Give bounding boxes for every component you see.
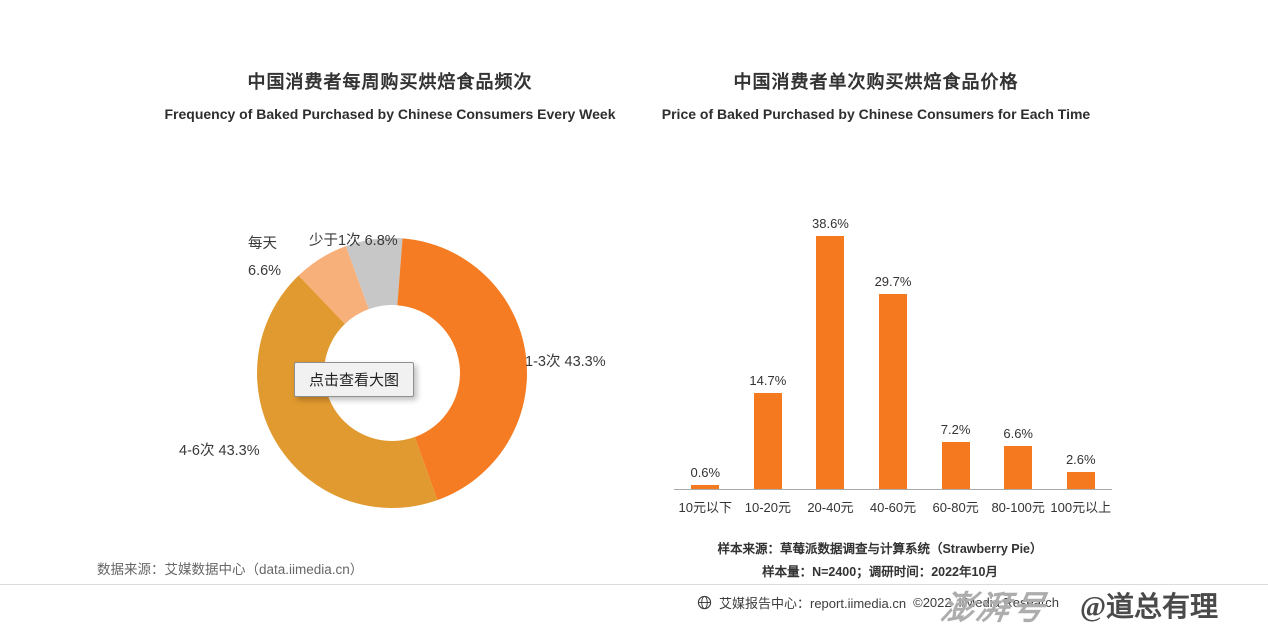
bar-value-label: 29.7% [874,274,912,289]
footer-copyright: ©2022 [913,595,952,610]
footer-divider [0,584,1268,585]
bar [1066,472,1095,489]
bar-category-label: 20-40元 [807,500,854,515]
bar-column: 38.6% [799,216,862,489]
right-chart-title-cn: 中国消费者单次购买烘焙食品价格 [733,72,1019,92]
donut-label-daily: 每天 6.6% [248,231,281,285]
right-chart-title-en: Price of Baked Purchased by Chinese Cons… [661,106,1091,122]
left-chart-titles: 中国消费者每周购买烘焙食品频次 Frequency of Baked Purch… [62,68,718,122]
bar-column: 0.6% [674,465,737,489]
donut-segment-2[interactable] [257,275,438,509]
right-chart-note-source: 样本来源：草莓派数据调查与计算系统（Strawberry Pie） [717,542,1043,556]
bar-chart-categories: 10元以下 10-20元 20-40元 40-60元 60-80元 80-100元 100元… [674,497,1112,516]
view-large-image-tooltip[interactable]: 点击查看大图 [294,362,415,397]
donut-chart[interactable] [247,228,537,518]
donut-label-daily-text: 每天 [248,236,277,252]
right-chart-titles: 中国消费者单次购买烘焙食品价格 Price of Baked Purchased… [636,68,1116,122]
globe-icon [697,595,712,610]
left-chart-title-cn: 中国消费者每周购买烘焙食品频次 [247,72,533,92]
bar-value-label: 2.6% [1065,452,1096,467]
bar-value-label: 6.6% [1003,426,1033,441]
left-chart-title-en: Frequency of Baked Purchased by Chinese … [164,106,616,122]
bar-category-label: 80-100元 [991,500,1045,515]
bar-chart: 0.6% 14.7% 38.6% 29.7% 7.2% 6.6% 2.6% [674,216,1112,490]
bar-category-label: 40-60元 [869,500,917,515]
bar-column: 7.2% [924,422,987,489]
donut-label-4-6-times: 4-6次 43.3% [179,443,260,459]
footer-brand: iiMedia Research [958,595,1060,610]
bar [879,294,908,489]
donut-segment-1[interactable] [397,238,528,501]
bar-column: 29.7% [862,274,925,489]
bar [753,393,782,489]
right-chart-note-sample: 样本量：N=2400；调研时间：2022年10月 [762,565,998,579]
bar-column: 14.7% [737,373,800,489]
bar-value-label: 14.7% [749,373,787,388]
bar-column: 6.6% [987,426,1050,489]
bar-category-label: 100元以上 [1050,500,1112,515]
bar [1004,446,1033,489]
bar-column: 2.6% [1049,452,1112,489]
footer-report-center: 艾媒报告中心：report.iimedia.cn [719,596,907,611]
donut-label-1-3-times: 1-3次 43.3% [525,354,606,370]
donut-segment-0[interactable] [345,237,403,310]
bar-value-label: 7.2% [940,422,971,437]
bar [941,442,970,489]
bar [691,485,720,489]
watermark-author: @道总有理 [1080,592,1219,623]
bar [816,236,845,489]
bar-value-label: 38.6% [812,216,849,231]
footer: 艾媒报告中心：report.iimedia.cn ©2022 iiMedia R… [697,593,1059,612]
bar-value-label: 0.6% [690,465,721,480]
donut-label-daily-pct: 6.6% [248,263,282,279]
bar-category-label: 10元以下 [678,500,733,515]
bar-category-label: 60-80元 [932,500,979,515]
bar-category-label: 10-20元 [744,500,791,515]
left-chart-source: 数据来源：艾媒数据中心（data.iimedia.cn） [97,562,364,577]
donut-segment-3[interactable] [298,246,369,324]
watermark-logo: 澎湃号 [938,589,1050,626]
donut-label-less-than-once: 少于1次 6.8% [309,233,398,249]
